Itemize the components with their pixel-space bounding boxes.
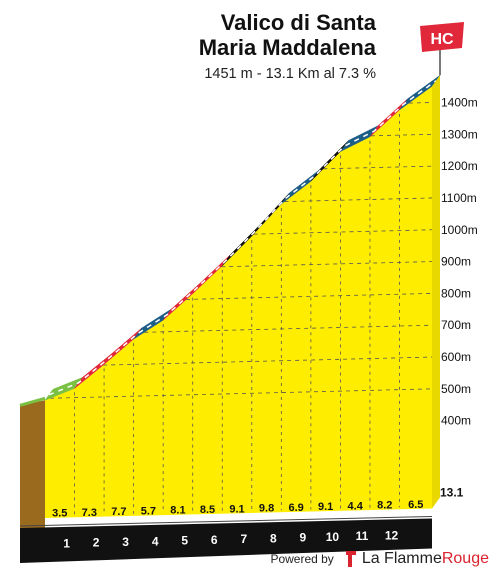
profile-side-face bbox=[20, 400, 45, 535]
y-tick-label-1200: 1200m bbox=[441, 159, 478, 173]
brand-name: La FlammeRouge bbox=[362, 550, 489, 568]
climb-title-line1: Valico di Santa bbox=[220, 10, 376, 35]
km-marker-10: 10 bbox=[326, 530, 340, 544]
km-marker-11: 11 bbox=[356, 529, 369, 543]
grid-line-1000 bbox=[253, 229, 433, 235]
y-tick-label-1000: 1000m bbox=[441, 223, 478, 237]
profile-end-face bbox=[432, 75, 440, 509]
km-marker-7: 7 bbox=[240, 532, 247, 546]
brand-name-part2: Rouge bbox=[441, 550, 489, 567]
gradient-label-km-3: 7.7 bbox=[111, 506, 126, 518]
km-marker-1: 1 bbox=[63, 536, 70, 550]
hc-badge-label: HC bbox=[430, 31, 454, 48]
brand-name-part1: La Flamme bbox=[361, 550, 442, 567]
side-top-edge bbox=[19, 396, 46, 407]
gradient-label-km-12: 8.2 bbox=[377, 500, 392, 512]
profile-road-layer bbox=[44, 75, 441, 509]
y-tick-label-1100: 1100m bbox=[441, 191, 477, 205]
km-marker-6: 6 bbox=[211, 533, 218, 547]
y-tick-label-900: 900m bbox=[441, 255, 471, 269]
grid-line-600 bbox=[103, 356, 433, 366]
summit-flag: HC bbox=[420, 22, 464, 76]
grid-line-1200 bbox=[323, 165, 433, 170]
gradient-label-km-8: 9.8 bbox=[259, 503, 274, 515]
km-marker-5: 5 bbox=[181, 534, 188, 548]
y-axis: 400m 500m 600m 700m 800m 900m 1000m 1100m 1200m 1… bbox=[441, 96, 478, 428]
grid-line-800 bbox=[186, 293, 433, 300]
profile-base-layer bbox=[19, 396, 433, 563]
gradient-label-km-4: 5.7 bbox=[141, 505, 156, 517]
y-tick-label-800: 800m bbox=[441, 286, 471, 300]
y-tick-label-600: 600m bbox=[441, 350, 471, 364]
grid-line-1100 bbox=[284, 197, 433, 202]
km-marker-2: 2 bbox=[93, 536, 100, 550]
profile-area bbox=[45, 86, 432, 518]
profile-fill-layer bbox=[45, 86, 432, 518]
grid-layer bbox=[50, 102, 433, 516]
climb-summary: 1451 m - 13.1 Km al 7.3 % bbox=[204, 66, 376, 82]
flame-logo-icon bbox=[345, 551, 356, 567]
climb-title-line2: Maria Maddalena bbox=[198, 35, 376, 60]
profile-base-band bbox=[20, 518, 432, 563]
gradient-label-km-2: 7.3 bbox=[82, 507, 97, 519]
gradient-label-km-10: 9.1 bbox=[318, 501, 333, 513]
y-tick-label-400: 400m bbox=[441, 414, 471, 428]
km-marker-4: 4 bbox=[152, 534, 159, 548]
km-marker-9: 9 bbox=[300, 531, 307, 545]
powered-by-text: Powered by bbox=[270, 552, 334, 566]
gradient-label-km-7: 9.1 bbox=[229, 503, 244, 515]
km-marker-8: 8 bbox=[270, 531, 277, 545]
gradient-label-km-9: 6.9 bbox=[288, 502, 303, 514]
y-tick-label-500: 500m bbox=[441, 382, 471, 396]
grid-line-1300 bbox=[370, 133, 433, 137]
total-distance-label: 13.1 bbox=[440, 486, 464, 500]
gradient-label-km-13.1: 6.5 bbox=[408, 499, 423, 511]
y-tick-label-1300: 1300m bbox=[441, 127, 478, 141]
grid-line-900 bbox=[221, 261, 433, 268]
footer-credit: Powered by La FlammeRouge bbox=[270, 549, 489, 569]
grid-line-1400 bbox=[408, 102, 433, 104]
gradient-label-km-1: 3.5 bbox=[52, 508, 67, 520]
gradient-label-km-11: 4.4 bbox=[348, 500, 364, 512]
y-tick-label-700: 700m bbox=[441, 318, 471, 332]
km-marker-12: 12 bbox=[385, 528, 399, 542]
gradient-labels-layer: 3.5 7.3 7.7 5.7 8.1 8.5 9.1 9.8 6.9 9.1 4.4 8.2 6.5 1… bbox=[52, 486, 464, 551]
km-marker-3: 3 bbox=[122, 535, 129, 549]
gradient-label-km-6: 8.5 bbox=[200, 504, 215, 516]
hc-badge-background bbox=[420, 22, 464, 52]
gradient-label-km-5: 8.1 bbox=[170, 505, 185, 517]
base-line bbox=[19, 516, 433, 527]
y-tick-label-1400: 1400m bbox=[441, 96, 478, 110]
